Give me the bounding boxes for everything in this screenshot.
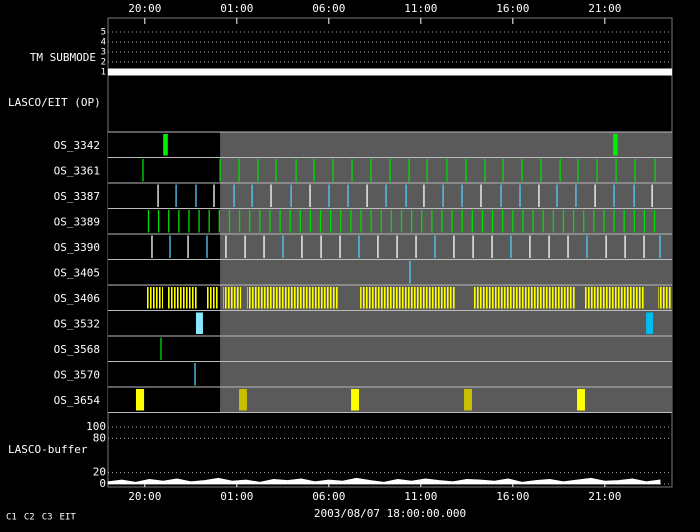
legend-entry: C2 [24, 513, 35, 523]
x-axis-label: 2003/08/07 18:00:00.000 [314, 507, 466, 520]
shaded-region [220, 310, 672, 336]
row-label: OS_3405 [54, 266, 100, 279]
y-tick-label: 1 [101, 68, 106, 78]
y-tick-label: 0 [99, 477, 106, 490]
row-label: OS_3390 [54, 241, 100, 254]
x-tick-label: 21:00 [588, 2, 621, 15]
shaded-region [220, 387, 672, 413]
x-tick-label: 11:00 [404, 490, 437, 503]
x-tick-label: 16:00 [496, 2, 529, 15]
x-tick-label: 06:00 [312, 2, 345, 15]
event-interval [135, 389, 145, 411]
event-interval [584, 287, 645, 309]
shaded-region [220, 132, 672, 158]
event-interval [658, 287, 672, 309]
row-label: OS_3654 [54, 394, 101, 407]
section-label: LASCO/EIT (OP) [8, 96, 101, 109]
event-interval [351, 389, 359, 411]
row-label: OS_3570 [54, 368, 100, 381]
y-tick-label: 20 [93, 466, 106, 479]
event-interval [613, 134, 618, 156]
x-tick-label: 20:00 [128, 490, 161, 503]
event-interval [239, 389, 247, 411]
event-interval [577, 389, 585, 411]
event-interval [167, 287, 198, 309]
x-tick-label: 11:00 [404, 2, 437, 15]
row-label: OS_3389 [54, 215, 100, 228]
buffer-area [107, 477, 661, 485]
event-interval [206, 287, 219, 309]
row-label: OS_3361 [54, 164, 100, 177]
event-interval [146, 287, 164, 309]
panel-label: LASCO-buffer [8, 443, 88, 456]
legend-entry: C1 [6, 513, 17, 523]
legend-entry: EIT [60, 513, 77, 523]
event-interval [195, 312, 203, 334]
shaded-region [220, 259, 672, 285]
event-interval [223, 287, 242, 309]
x-tick-label: 20:00 [128, 2, 161, 15]
shaded-region [220, 361, 672, 387]
legend-entry: C3 [42, 513, 53, 523]
panel-label: TM SUBMODE [30, 51, 96, 64]
shaded-region [220, 336, 672, 362]
x-tick-label: 01:00 [220, 490, 253, 503]
event-interval [474, 287, 576, 309]
event-interval [360, 287, 456, 309]
event-interval [163, 134, 168, 156]
x-tick-label: 16:00 [496, 490, 529, 503]
x-tick-label: 01:00 [220, 2, 253, 15]
row-label: OS_3406 [54, 292, 100, 305]
x-tick-label: 06:00 [312, 490, 345, 503]
y-tick-label: 80 [93, 431, 106, 444]
shaded-region [220, 183, 672, 209]
y-tick-label: 3 [101, 48, 106, 58]
event-interval [246, 287, 339, 309]
submode-bar [108, 68, 672, 76]
row-label: OS_3387 [54, 190, 100, 203]
y-tick-label: 4 [101, 38, 106, 48]
row-label: OS_3532 [54, 317, 100, 330]
event-interval [464, 389, 472, 411]
y-tick-label: 2 [101, 58, 106, 68]
shaded-region [220, 234, 672, 260]
row-label: OS_3568 [54, 343, 100, 356]
x-tick-label: 21:00 [588, 490, 621, 503]
row-label: OS_3342 [54, 139, 100, 152]
shaded-region [220, 157, 672, 183]
y-tick-label: 5 [101, 28, 106, 38]
y-tick-label: 100 [86, 420, 106, 433]
shaded-region [220, 208, 672, 234]
event-interval [646, 312, 654, 334]
